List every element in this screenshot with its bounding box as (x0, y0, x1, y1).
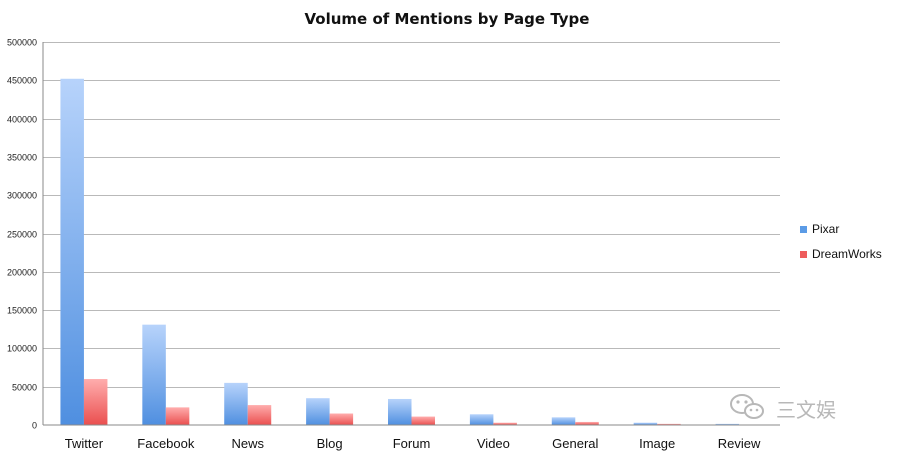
bar-dreamworks-news (247, 405, 272, 425)
chart-title: Volume of Mentions by Page Type (305, 10, 590, 28)
bar-pixar-facebook (142, 324, 166, 425)
y-tick-label: 300000 (7, 191, 37, 201)
bar-dreamworks-video (493, 422, 517, 425)
legend: Pixar DreamWorks (800, 222, 882, 261)
bar-dreamworks-general (575, 421, 599, 425)
y-tick-label: 150000 (7, 306, 37, 316)
bar-pixar-review (715, 423, 740, 425)
legend-swatch-pixar (800, 226, 807, 233)
x-tick-label: Twitter (65, 436, 104, 451)
x-tick-label: Facebook (137, 436, 195, 451)
legend-label-pixar: Pixar (812, 222, 839, 236)
y-tick-label: 350000 (7, 153, 37, 163)
x-tick-label: Video (477, 436, 510, 451)
x-tick-label: Forum (393, 436, 431, 451)
x-tick-label: Image (639, 436, 675, 451)
x-tick-label: Review (718, 436, 761, 451)
bar-pixar-news (224, 382, 248, 425)
watermark-text: 三文娱 (776, 398, 836, 422)
wechat-icon (730, 394, 764, 419)
bar-dreamworks-twitter (83, 379, 108, 425)
y-axis-ticks: 0 50000 100000 150000 200000 250000 300000 3500… (7, 38, 37, 431)
bar-dreamworks-facebook (165, 407, 190, 425)
x-axis-ticks: Twitter Facebook News Blog Forum Video General… (65, 436, 761, 451)
bar-dreamworks-image (657, 423, 681, 425)
bar-pixar-video (469, 414, 494, 425)
grid-lines (43, 42, 780, 388)
x-tick-label: General (552, 436, 598, 451)
y-tick-label: 100000 (7, 344, 37, 354)
y-tick-label: 250000 (7, 230, 37, 240)
y-tick-label: 50000 (12, 383, 37, 393)
bar-pixar-blog (306, 398, 330, 425)
bar-dreamworks-forum (411, 416, 435, 425)
bar-pixar-forum (388, 398, 412, 425)
y-tick-label: 200000 (7, 268, 37, 278)
y-tick-label: 500000 (7, 38, 37, 48)
y-tick-label: 0 (32, 421, 37, 431)
x-tick-label: Blog (317, 436, 343, 451)
bar-pixar-general (551, 417, 576, 425)
bar-pixar-image (633, 422, 658, 425)
bar-pixar-twitter (60, 78, 84, 426)
watermark: 三文娱 (730, 394, 836, 422)
legend-label-dreamworks: DreamWorks (812, 247, 882, 261)
x-tick-label: News (231, 436, 264, 451)
legend-swatch-dreamworks (800, 251, 807, 258)
bar-dreamworks-blog (329, 413, 354, 425)
y-tick-label: 450000 (7, 76, 37, 86)
y-tick-label: 400000 (7, 115, 37, 125)
bars (60, 78, 763, 426)
